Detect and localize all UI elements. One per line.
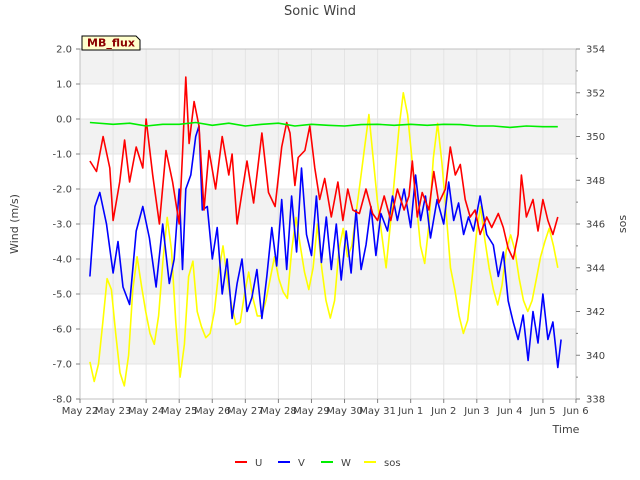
y-left-tick-label: -5.0 (52, 290, 72, 301)
y-right-tick-label: 354 (586, 45, 605, 56)
x-tick-label: May 24 (128, 406, 165, 417)
x-tick-label: Jun 3 (463, 406, 489, 417)
background-bands (80, 49, 576, 364)
y-axis-left-label: Wind (m/s) (8, 194, 21, 254)
x-tick-label: May 31 (359, 406, 396, 417)
x-tick-label: May 28 (260, 406, 297, 417)
series-layer (89, 76, 562, 387)
legend-label-sos: sos (384, 458, 401, 469)
y-right-tick-label: 342 (586, 307, 605, 318)
y-left-tick-label: -6.0 (52, 325, 72, 336)
y-right-tick-label: 340 (586, 351, 605, 362)
y-left-tick-label: 2.0 (56, 45, 72, 56)
x-tick-label: Jun 2 (430, 406, 456, 417)
legend-label-u: U (255, 458, 262, 469)
series-line-sos (89, 92, 559, 387)
y-left-tick-label: -4.0 (52, 255, 72, 266)
chart-title: Sonic Wind (284, 4, 356, 19)
x-tick-label: Jun 6 (562, 406, 588, 417)
x-tick-label: Jun 4 (496, 406, 522, 417)
y-left-tick-label: -1.0 (52, 150, 72, 161)
y-right-tick-label: 348 (586, 176, 605, 187)
background-band (80, 329, 576, 364)
x-tick-label: May 26 (194, 406, 231, 417)
x-tick-label: May 27 (227, 406, 264, 417)
x-tick-label: May 30 (326, 406, 363, 417)
site-badge-label: MB_flux (87, 37, 135, 50)
series-line-w (89, 121, 558, 129)
x-tick-label: Jun 1 (397, 406, 423, 417)
y-left-tick-label: -2.0 (52, 185, 72, 196)
x-axis-label: Time (552, 423, 580, 436)
y-left-tick-label: -7.0 (52, 360, 72, 371)
legend-label-v: V (298, 458, 305, 469)
y-right-tick-label: 352 (586, 88, 605, 99)
x-tick-label: May 25 (161, 406, 198, 417)
y-left-tick-label: -3.0 (52, 220, 72, 231)
x-tick-label: May 22 (62, 406, 99, 417)
y-right-tick-label: 346 (586, 220, 605, 231)
y-left-tick-label: 0.0 (56, 115, 72, 126)
y-right-tick-label: 338 (586, 395, 605, 406)
x-tick-label: May 23 (95, 406, 132, 417)
x-tick-label: May 29 (293, 406, 330, 417)
y-axis-right-label: sos (616, 215, 629, 233)
background-band (80, 49, 576, 84)
y-right-tick-label: 344 (586, 263, 605, 274)
background-band (80, 119, 576, 154)
y-right-tick-label: 350 (586, 132, 605, 143)
series-line-u (89, 76, 559, 260)
y-left-tick-label: -8.0 (52, 395, 72, 406)
legend-label-w: W (341, 458, 351, 469)
x-tick-label: Jun 5 (529, 406, 555, 417)
site-badge: MB_flux (81, 35, 141, 51)
y-left-tick-label: 1.0 (56, 80, 72, 91)
